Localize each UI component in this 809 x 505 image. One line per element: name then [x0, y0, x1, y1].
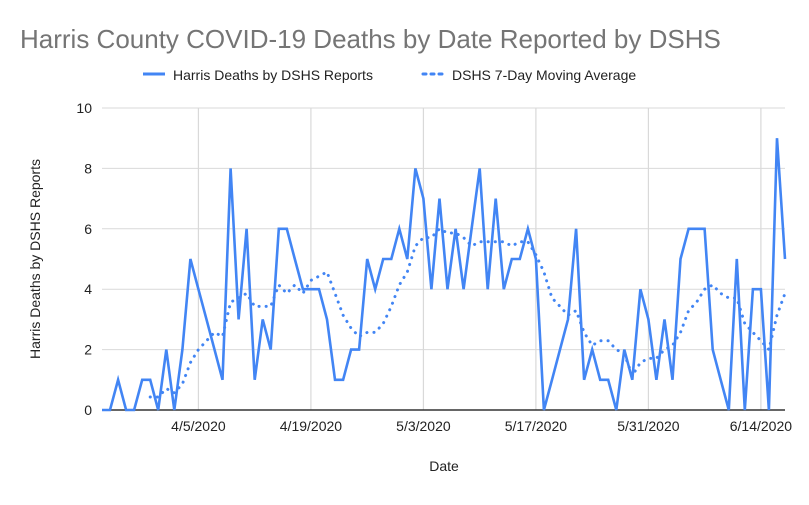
y-axis-title: Harris Deaths by DSHS Reports: [27, 159, 43, 359]
chart-title: Harris County COVID-19 Deaths by Date Re…: [20, 24, 721, 54]
y-tick-label: 2: [84, 342, 92, 358]
x-tick-label: 5/31/2020: [617, 418, 679, 434]
x-axis-title: Date: [429, 458, 459, 474]
series-group: [102, 138, 787, 412]
x-tick-label: 4/19/2020: [280, 418, 342, 434]
gridlines: [102, 107, 785, 410]
y-tick-label: 0: [84, 402, 92, 418]
x-axis-ticks: 4/5/2020 4/19/2020 5/3/2020 5/17/2020 5/31/2…: [171, 418, 792, 434]
y-tick-label: 4: [84, 281, 92, 297]
series-line-daily-deaths: [102, 138, 787, 412]
legend-label-daily: Harris Deaths by DSHS Reports: [173, 67, 373, 83]
x-tick-label: 4/5/2020: [171, 418, 226, 434]
y-axis-ticks: 0 2 4 6 8 10: [76, 100, 92, 418]
y-tick-label: 8: [84, 160, 92, 176]
y-tick-label: 6: [84, 221, 92, 237]
x-tick-label: 6/14/2020: [730, 418, 792, 434]
x-tick-label: 5/17/2020: [505, 418, 567, 434]
x-tick-label: 5/3/2020: [396, 418, 451, 434]
legend-label-average: DSHS 7-Day Moving Average: [452, 67, 636, 83]
legend: Harris Deaths by DSHS Reports DSHS 7-Day…: [143, 67, 636, 83]
y-tick-label: 10: [76, 100, 92, 116]
